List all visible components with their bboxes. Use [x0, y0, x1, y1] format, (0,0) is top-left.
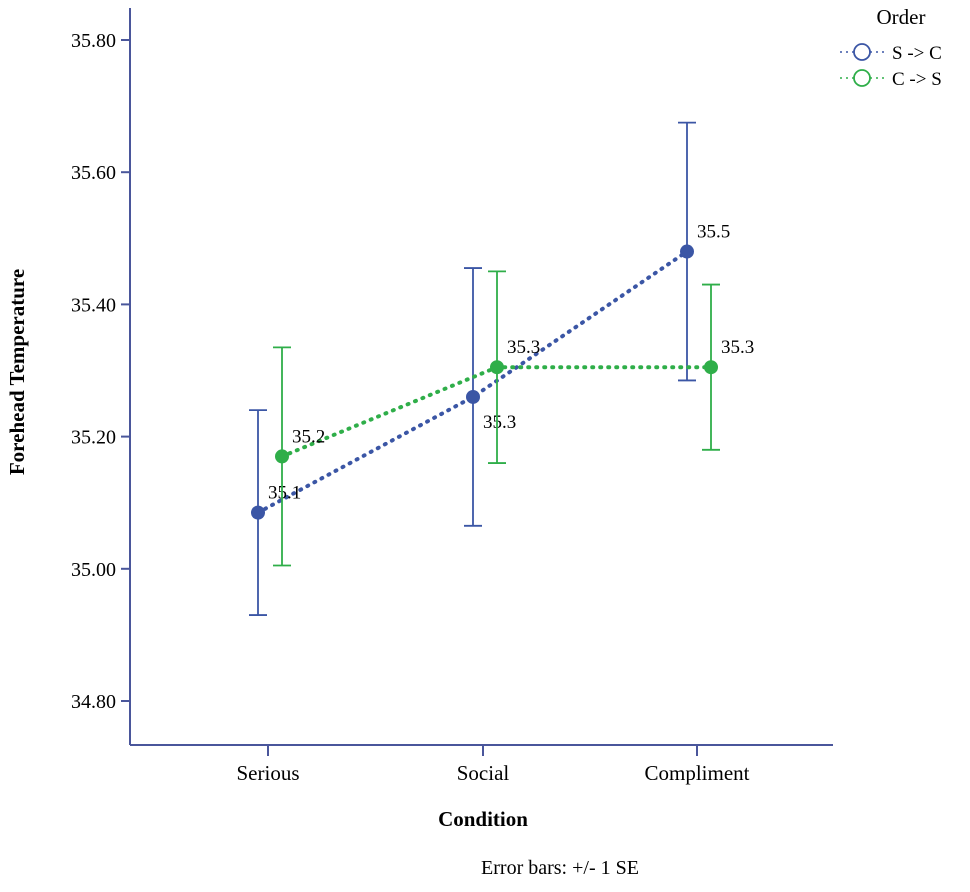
data-point — [680, 244, 694, 259]
y-tick-label: 35.00 — [71, 559, 116, 581]
x-category-label: Compliment — [645, 761, 750, 785]
y-tick-label: 34.80 — [71, 691, 116, 713]
point-label: 35.2 — [292, 426, 325, 447]
y-tick-label: 35.20 — [71, 427, 116, 449]
data-point — [466, 389, 480, 404]
y-tick-label: 35.40 — [71, 294, 116, 316]
legend-marker — [853, 69, 871, 87]
series-line-s-to-c — [256, 249, 689, 515]
point-label: 35.3 — [483, 412, 516, 433]
legend-marker — [853, 43, 871, 61]
point-label: 35.3 — [507, 337, 540, 358]
x-category-label: Serious — [237, 761, 300, 785]
data-point — [251, 505, 265, 520]
legend-label: C -> S — [892, 69, 942, 90]
data-point — [704, 360, 718, 375]
point-label: 35.3 — [721, 337, 754, 358]
data-point — [275, 449, 289, 464]
legend-title: Order — [877, 5, 926, 29]
y-tick-label: 35.80 — [71, 30, 116, 52]
x-category-label: Social — [457, 761, 510, 785]
x-axis-title: Condition — [438, 807, 528, 831]
point-label: 35.1 — [268, 483, 301, 504]
error-bars-footnote: Error bars: +/- 1 SE — [481, 857, 639, 879]
legend-label: S -> C — [892, 43, 942, 64]
y-axis-title: Forehead Temperature — [5, 269, 29, 475]
y-tick-label: 35.60 — [71, 162, 116, 184]
point-label: 35.5 — [697, 222, 730, 243]
data-point — [490, 360, 504, 375]
